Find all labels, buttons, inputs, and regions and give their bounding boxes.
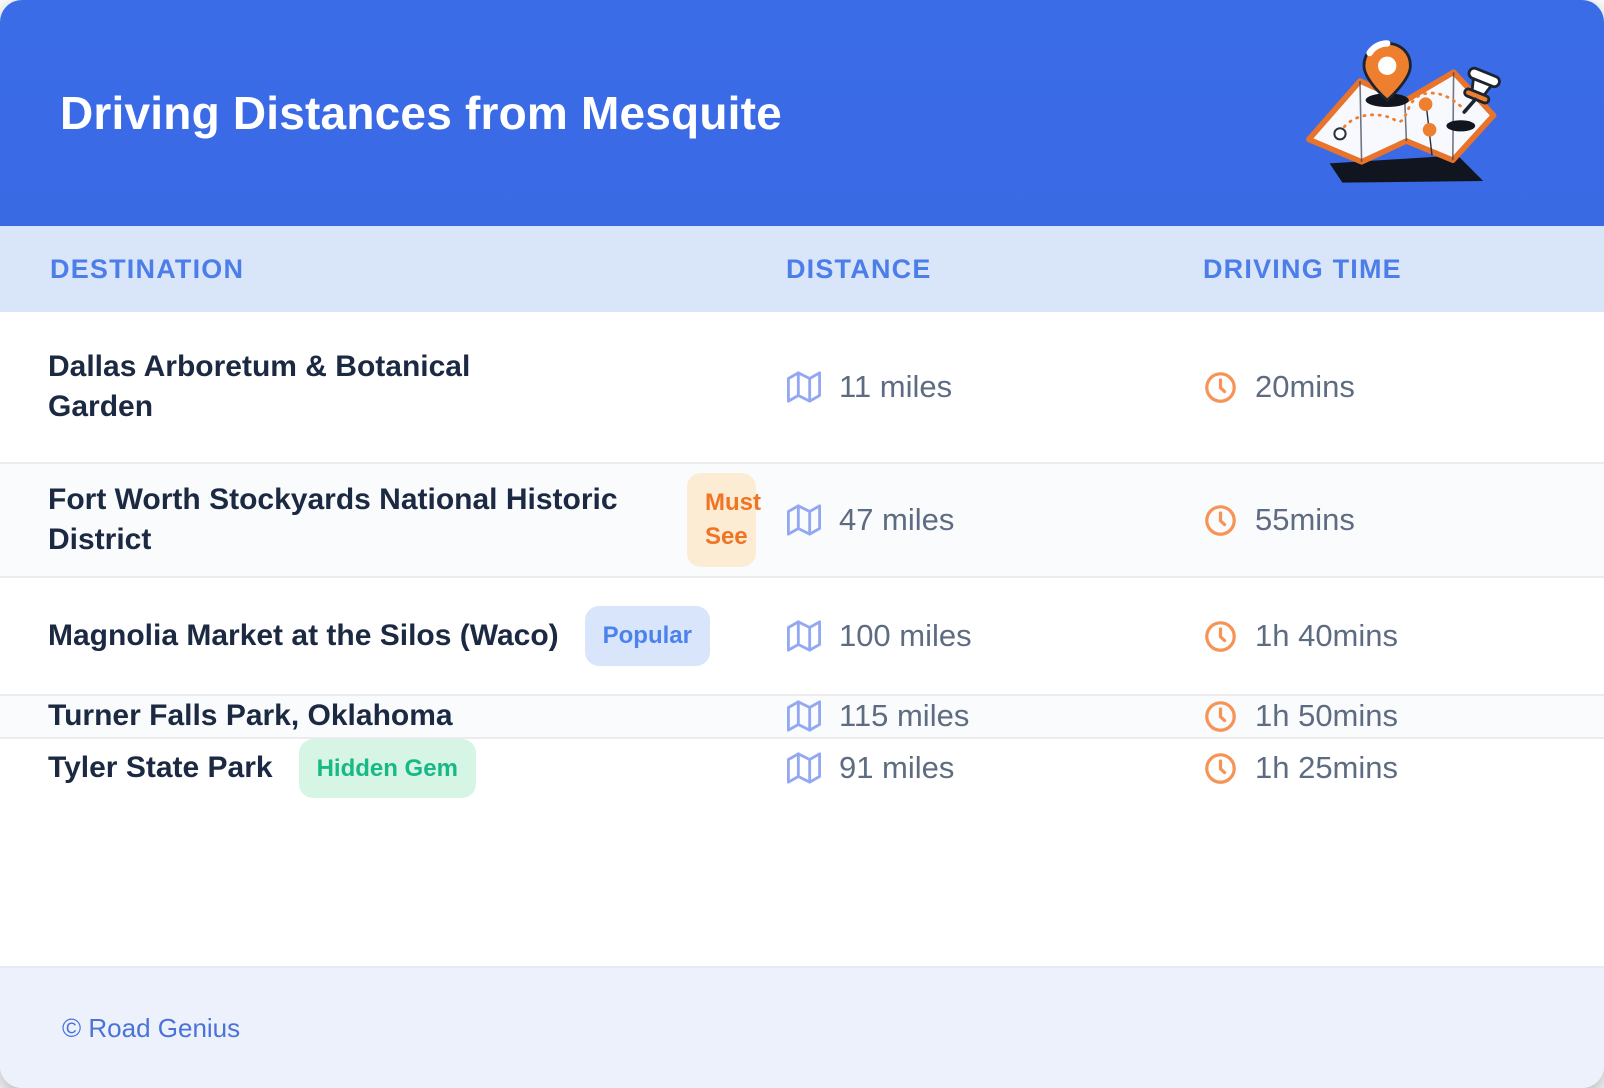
destination-name: Dallas Arboretum & Botanical Garden xyxy=(48,349,471,424)
distance-value: 11 miles xyxy=(838,369,953,404)
column-header-destination: DESTINATION xyxy=(50,253,245,284)
header-banner: Driving Distances from Mesquite xyxy=(0,0,1604,226)
clock-icon xyxy=(1205,752,1236,784)
table-row: Fort Worth Stockyards National Historic … xyxy=(0,462,1604,576)
destination-cell: Magnolia Market at the Silos (Waco) Popu… xyxy=(0,606,786,666)
distance-cell: 100 miles xyxy=(786,618,1203,654)
driving-time-value: 20mins xyxy=(1254,369,1355,404)
map-icon xyxy=(786,371,821,403)
driving-time-value: 1h 25mins xyxy=(1254,750,1399,786)
destination-cell: Dallas Arboretum & Botanical Garden xyxy=(0,347,786,428)
destination-name: Fort Worth Stockyards National Historic … xyxy=(48,482,618,557)
destination-cell: Fort Worth Stockyards National Historic … xyxy=(0,473,786,567)
clock-icon xyxy=(1205,371,1236,403)
table-header-row: DESTINATION DISTANCE DRIVING TIME xyxy=(0,226,1604,312)
distance-value: 115 miles xyxy=(838,698,970,734)
page-title: Driving Distances from Mesquite xyxy=(60,87,782,139)
destination-name: Tyler State Park xyxy=(48,751,273,785)
destination-name: Turner Falls Park, Oklahoma xyxy=(48,699,453,732)
clock-icon xyxy=(1205,504,1236,536)
driving-time-value: 1h 50mins xyxy=(1254,698,1399,734)
driving-time-value: 55mins xyxy=(1254,502,1355,537)
destination-name: Magnolia Market at the Silos (Waco) xyxy=(48,618,559,652)
driving-time-cell: 1h 50mins xyxy=(1203,698,1604,734)
table-row: Magnolia Market at the Silos (Waco) Popu… xyxy=(0,576,1604,694)
card-footer: © Road Genius xyxy=(0,966,1604,1088)
destination-cell: Turner Falls Park, Oklahoma xyxy=(0,696,786,737)
distance-value: 47 miles xyxy=(838,502,955,537)
clock-icon xyxy=(1205,700,1236,732)
distance-value: 91 miles xyxy=(838,750,955,786)
map-illustration xyxy=(1296,32,1504,194)
driving-time-cell: 20mins xyxy=(1203,369,1604,405)
driving-time-cell: 1h 40mins xyxy=(1203,618,1604,654)
table-row: Turner Falls Park, Oklahoma 115 miles 1h… xyxy=(0,694,1604,737)
driving-time-value: 1h 40mins xyxy=(1254,618,1399,653)
popular-badge: Popular xyxy=(584,606,710,666)
distance-cell: 11 miles xyxy=(786,369,1203,405)
hidden-gem-badge: Hidden Gem xyxy=(298,738,476,799)
folded-map-icon xyxy=(1306,40,1501,183)
distance-value: 100 miles xyxy=(838,618,972,653)
destination-cell: Tyler State Park Hidden Gem xyxy=(0,738,786,799)
map-icon xyxy=(786,700,821,732)
driving-time-cell: 55mins xyxy=(1203,502,1604,538)
driving-time-cell: 1h 25mins xyxy=(1203,750,1604,786)
pushpin-icon xyxy=(1462,66,1501,114)
table-row: Dallas Arboretum & Botanical Garden 11 m… xyxy=(0,312,1604,462)
column-header-driving-time: DRIVING TIME xyxy=(1202,253,1402,284)
distance-cell: 115 miles xyxy=(786,698,1203,734)
clock-icon xyxy=(1205,620,1236,652)
distance-cell: 91 miles xyxy=(786,750,1203,786)
credit-text: © Road Genius xyxy=(62,1012,241,1043)
map-icon xyxy=(786,504,821,536)
map-icon xyxy=(786,752,821,784)
table-row: Tyler State Park Hidden Gem 91 miles 1h … xyxy=(0,736,1604,799)
must-see-badge: Must See xyxy=(686,473,761,567)
map-icon xyxy=(786,620,821,652)
column-header-distance: DISTANCE xyxy=(785,253,932,284)
distance-cell: 47 miles xyxy=(786,502,1203,538)
